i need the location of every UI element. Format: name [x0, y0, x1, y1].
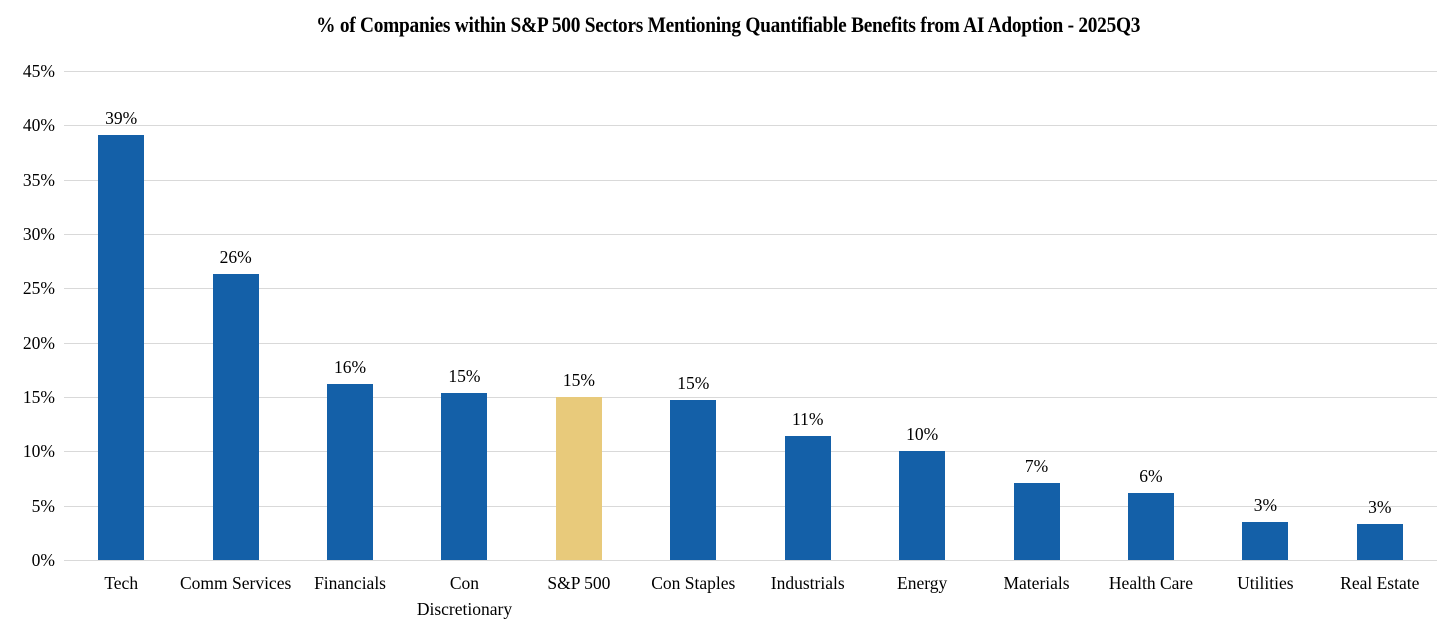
plot-area: 39% 26% 16% 15% 15% 15% 11% 10% 7% 6% 3% 3% [64, 71, 1437, 561]
x-axis-label: Materials [1003, 573, 1070, 593]
gridline [64, 234, 1437, 235]
bar-industrials [784, 436, 831, 560]
gridline [64, 71, 1437, 72]
y-tick-label: 15% [22, 387, 55, 407]
bar-value-label: 3% [1253, 494, 1278, 515]
x-axis-label: Comm Services [179, 573, 292, 593]
x-axis-label: Industrials [770, 573, 845, 593]
bar-value-label: 26% [219, 247, 252, 268]
bar-value-label: 39% [105, 108, 138, 129]
bar-real-estate [1356, 524, 1403, 560]
gridline [64, 560, 1437, 561]
bar-value-label: 7% [1024, 455, 1049, 476]
x-axis-label: Tech [104, 573, 139, 593]
gridline [64, 179, 1437, 181]
x-axis-label: Financials [314, 573, 386, 593]
gridline [64, 505, 1437, 507]
y-tick-label: 10% [22, 441, 55, 462]
bar-financials [327, 383, 374, 560]
chart-title: % of Companies within S&P 500 Sectors Me… [0, 12, 1456, 38]
bar-con-discretionary [441, 392, 488, 560]
bar-energy [899, 451, 946, 560]
bar-con-staples [670, 400, 717, 560]
bar-value-label: 15% [677, 373, 710, 394]
x-axis-label: Health Care [1108, 573, 1193, 593]
chart-title-text: % of Companies within S&P 500 Sectors Me… [315, 12, 1141, 37]
bar-value-label: 16% [333, 356, 367, 377]
bar-s-p-500 [555, 397, 602, 560]
y-tick-label: 30% [22, 224, 55, 244]
x-axis-label: Utilities [1237, 573, 1294, 593]
bar-comm-services [212, 274, 259, 560]
gridline [64, 288, 1437, 290]
bar-health-care [1127, 492, 1174, 560]
y-tick-label: 25% [22, 278, 55, 299]
x-axis-label: Con Discretionary [416, 573, 513, 619]
y-tick-label: 5% [31, 495, 55, 516]
y-tick-label: 20% [22, 332, 55, 353]
bar-value-label: 15% [562, 370, 595, 390]
x-axis-label: Real Estate [1340, 573, 1420, 593]
x-axis-label: Energy [897, 573, 948, 593]
bar-materials [1013, 482, 1060, 560]
bar-tech [98, 135, 145, 560]
bar-value-label: 6% [1139, 465, 1163, 486]
x-axis-label: S&P 500 [547, 573, 611, 593]
bar-utilities [1242, 521, 1289, 560]
bar-value-label: 11% [791, 409, 824, 430]
y-tick-label: 35% [22, 169, 55, 190]
y-tick-label: 0% [31, 550, 55, 570]
y-tick-label: 45% [22, 61, 55, 81]
y-tick-label: 40% [22, 115, 55, 136]
gridline [64, 342, 1437, 344]
x-axis-label: Con Staples [651, 573, 736, 593]
gridline [64, 125, 1437, 127]
gridline [64, 451, 1437, 453]
gridline [64, 397, 1437, 398]
bar-value-label: 10% [906, 424, 939, 445]
bar-value-label: 15% [448, 365, 481, 386]
bar-value-label: 3% [1368, 497, 1392, 518]
